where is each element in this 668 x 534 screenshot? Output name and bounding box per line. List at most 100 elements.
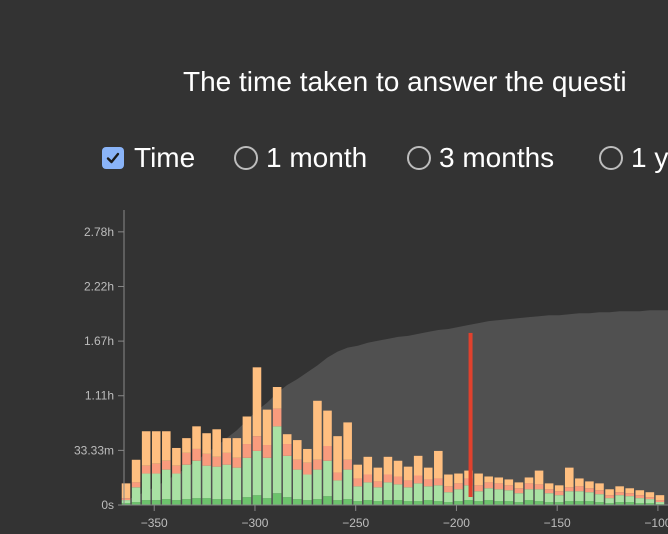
bar-segment [625, 496, 634, 503]
bar-segment [353, 501, 362, 505]
x-tick-label: −150 [544, 516, 571, 530]
bar-segment [393, 460, 403, 477]
bar-segment [313, 459, 322, 470]
time-option-label: Time [134, 142, 196, 173]
bar-segment [575, 478, 584, 487]
bar-segment [162, 460, 171, 470]
bar-segment [645, 492, 655, 498]
bar-segment [645, 499, 655, 504]
bar-segment [272, 408, 282, 427]
bar-segment [151, 500, 161, 505]
bar-segment [655, 495, 665, 501]
bar-segment [182, 499, 191, 505]
bar-segment [554, 495, 564, 503]
bar-segment [444, 502, 453, 505]
bar-segment [343, 422, 352, 460]
bar-segment [393, 476, 403, 485]
bar-segment [655, 502, 665, 505]
bar-segment [393, 500, 403, 505]
bar-segment [635, 503, 645, 505]
bar-segment [343, 469, 352, 500]
chart-title: The time taken to answer the questi [183, 66, 627, 97]
bar-segment [272, 426, 282, 494]
bar-segment [282, 444, 292, 456]
marker-line [468, 332, 473, 497]
bar-segment [262, 445, 272, 458]
bar-segment [423, 486, 433, 501]
bar-segment [252, 436, 262, 451]
bar-segment [413, 483, 423, 502]
bar-segment [303, 462, 312, 475]
bar-segment [262, 457, 272, 499]
bar-segment [212, 456, 221, 467]
bar-segment [635, 498, 645, 504]
bar-segment [141, 473, 151, 501]
bar-segment [454, 501, 463, 505]
bar-segment [544, 483, 554, 490]
y-tick-label: 1.67h [84, 334, 114, 348]
bar-segment [514, 482, 524, 489]
bar-segment [363, 456, 373, 475]
bar-segment [333, 500, 342, 505]
checkbox-checked-icon[interactable] [102, 147, 124, 169]
y-tick-label: 2.78h [84, 225, 114, 239]
3-months-radio-option[interactable]: 3 months [407, 140, 554, 176]
bar-segment [504, 490, 514, 502]
bar-segment [323, 460, 332, 497]
bar-segment [464, 485, 473, 501]
bar-segment [172, 447, 181, 466]
bar-segment [585, 492, 594, 502]
cumulative-area [126, 310, 668, 505]
bar-segment [484, 482, 493, 489]
bar-segment [524, 489, 534, 501]
1-month-radio-option[interactable]: 1 month [234, 140, 367, 176]
bar-segment [282, 455, 292, 498]
bar-segment [534, 501, 544, 505]
bar-segment [303, 500, 312, 505]
bar-segment [252, 450, 262, 496]
radio-unchecked-icon[interactable] [407, 146, 431, 170]
bar-segment [323, 446, 332, 461]
y-tick-label: 1.11h [85, 389, 114, 403]
bar-segment [192, 426, 201, 449]
bar-segment [484, 488, 493, 501]
bar-segment [363, 482, 373, 501]
bar-segment [292, 499, 302, 505]
bar-segment [504, 501, 514, 505]
bar-segment [524, 483, 534, 490]
x-tick-label: −350 [141, 516, 168, 530]
1-year-radio-option[interactable]: 1 y [599, 140, 668, 176]
bar-segment [564, 467, 574, 488]
bar-segment [544, 493, 554, 503]
bar-segment [474, 491, 483, 502]
radio-unchecked-icon[interactable] [599, 146, 623, 170]
bar-segment [434, 478, 443, 486]
bar-segment [504, 479, 514, 486]
bar-segment [282, 497, 292, 505]
bar-segment [343, 459, 352, 470]
bar-segment [151, 473, 161, 501]
bar-segment [232, 438, 242, 458]
bar-segment [474, 485, 483, 492]
bar-segment [343, 499, 352, 505]
bar-segment [202, 433, 211, 454]
bar-segment [141, 465, 151, 474]
bar-segment [353, 464, 362, 479]
bar-segment [182, 464, 191, 500]
bar-segment [575, 486, 584, 492]
bar-segment [655, 500, 665, 503]
bar-segment [232, 500, 242, 505]
bar-segment [373, 487, 383, 502]
bar-segment [454, 473, 463, 484]
time-checkbox-option[interactable]: Time [102, 140, 195, 176]
bar-segment [585, 481, 594, 489]
bar-segment [131, 502, 141, 505]
radio-unchecked-icon[interactable] [234, 146, 258, 170]
bar-segment [212, 499, 221, 505]
bar-segment [434, 501, 443, 505]
bar-segment [202, 453, 211, 466]
bar-segment [444, 486, 453, 493]
bar-segment [242, 444, 252, 458]
bar-segment [605, 489, 614, 496]
bar-segment [403, 501, 413, 505]
